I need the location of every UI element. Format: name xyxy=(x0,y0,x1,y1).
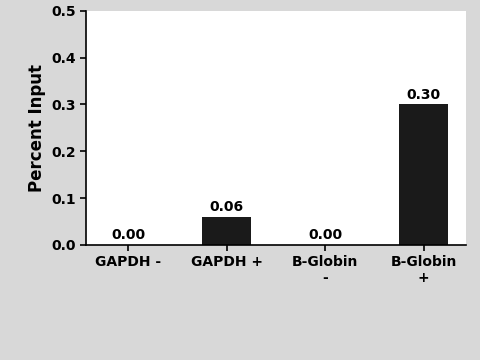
Y-axis label: Percent Input: Percent Input xyxy=(28,64,46,192)
Bar xyxy=(399,104,448,245)
Text: 0.30: 0.30 xyxy=(407,87,441,102)
Text: 0.06: 0.06 xyxy=(210,200,244,214)
Bar xyxy=(202,217,252,245)
Text: 0.00: 0.00 xyxy=(308,228,342,242)
Text: 0.00: 0.00 xyxy=(111,228,145,242)
